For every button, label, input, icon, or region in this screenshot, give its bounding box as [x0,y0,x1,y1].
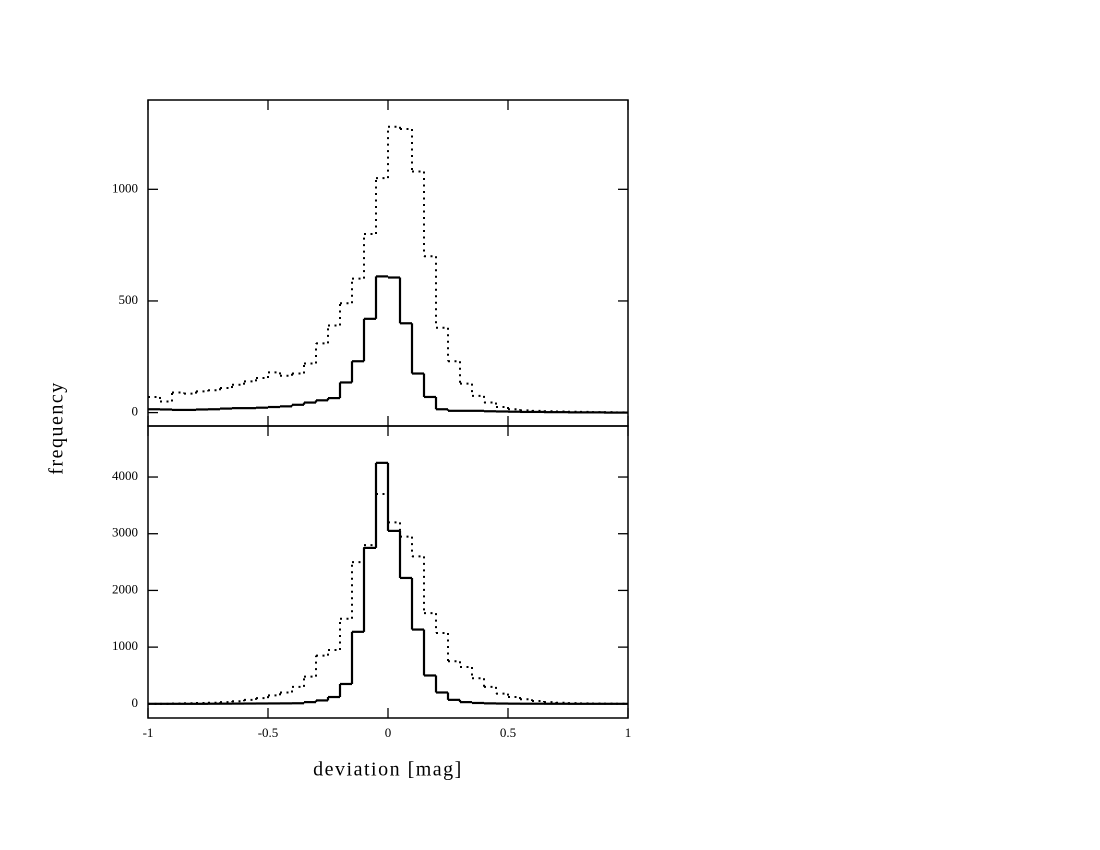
y-tick-label: 1000 [112,180,138,195]
y-tick-label: 4000 [112,468,138,483]
y-tick-label: 0 [132,404,139,419]
x-tick-label: -1 [143,725,154,740]
y-tick-label: 2000 [112,581,138,596]
x-tick-label: -0.5 [258,725,279,740]
x-tick-label: 0 [385,725,392,740]
y-axis-label: frequency [46,381,68,474]
plot-frame [147,99,629,427]
x-tick-label: 0.5 [500,725,516,740]
x-tick-label: 1 [625,725,632,740]
plot-frame [147,425,629,719]
y-tick-label: 0 [132,695,139,710]
x-axis-label: deviation [mag] [313,759,463,781]
y-tick-label: 500 [119,292,139,307]
y-tick-label: 1000 [112,638,138,653]
y-tick-label: 3000 [112,525,138,540]
